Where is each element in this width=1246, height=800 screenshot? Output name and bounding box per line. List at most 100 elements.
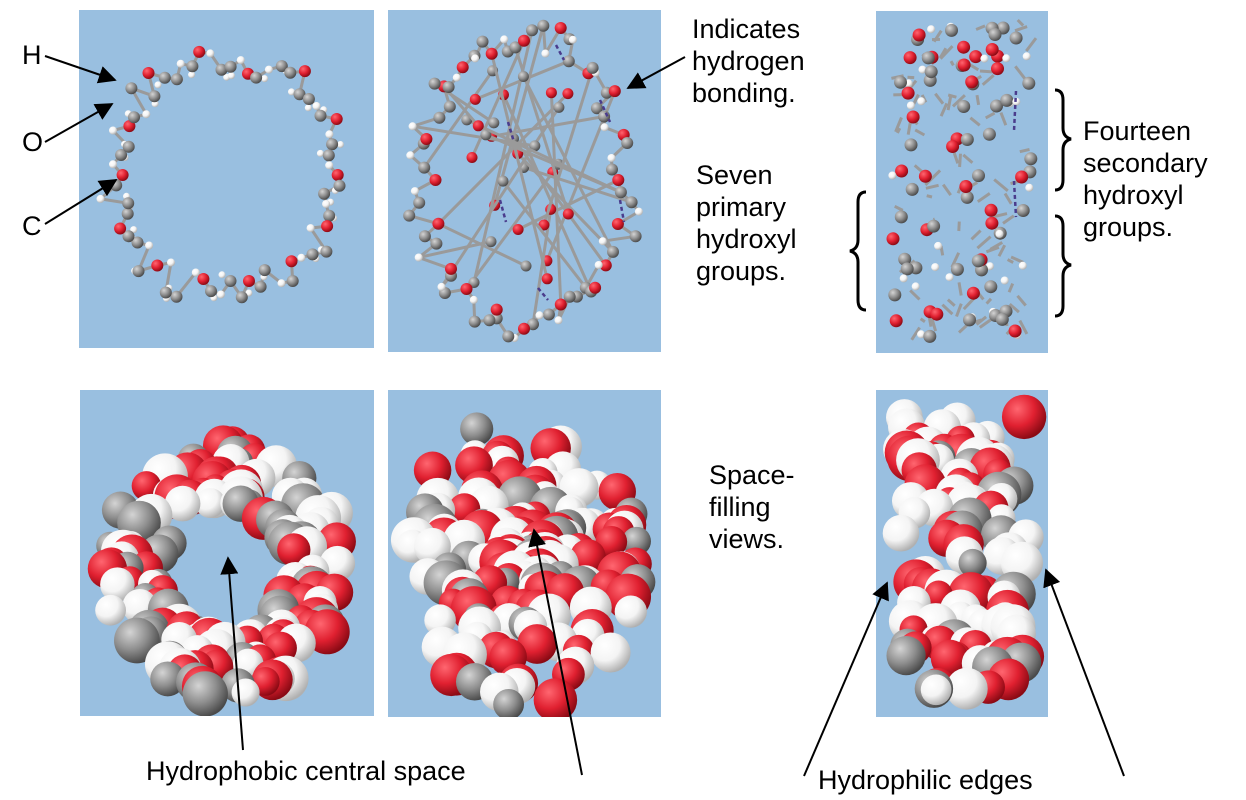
bond [969, 116, 981, 127]
oxygen-atom [429, 174, 442, 186]
carbon-atom [927, 219, 941, 233]
hydrophobic-tilted-pointer-arrow [528, 528, 583, 776]
carbon-atom [460, 412, 494, 446]
space-filling-side-model [876, 390, 1048, 717]
bond [512, 137, 608, 267]
carbon-atom [905, 182, 919, 196]
oxygen-atom [123, 120, 136, 133]
hydrogen-atom [985, 262, 994, 271]
carbon-atom [960, 190, 974, 204]
oxygen-atom [330, 113, 343, 125]
hydrogen-atom [535, 311, 544, 320]
oxygen-atom [193, 45, 206, 58]
carbon-atom [314, 109, 327, 122]
space-filling-ring-model [80, 390, 374, 716]
bond [934, 92, 945, 105]
hydrogen-atom [227, 72, 235, 80]
bond [894, 204, 904, 212]
hydrogen-atom [1018, 261, 1027, 270]
bond [465, 171, 555, 290]
bond [914, 128, 926, 137]
bond [1008, 302, 1020, 314]
bond [549, 92, 563, 305]
carbon-atom [509, 41, 522, 54]
carbon-atom [924, 65, 938, 79]
hydrogen-atom [164, 485, 201, 522]
oxygen-atom [912, 28, 926, 42]
carbon-atom [957, 100, 971, 113]
carbon-atom [468, 315, 481, 328]
carbon-atom [622, 526, 651, 556]
carbon-atom [115, 149, 128, 161]
space-filling-tilted-view-panel [388, 390, 661, 717]
oxygen-atom [545, 87, 557, 99]
carbon-atom [323, 209, 336, 222]
carbon-atom [443, 100, 456, 113]
hydrogen-atom [469, 295, 478, 304]
bond [946, 298, 956, 307]
hydrogen-atom [306, 224, 315, 233]
carbon-atom [122, 230, 135, 243]
ball-stick-side-view-panel [876, 11, 1048, 353]
oxygen-atom [959, 180, 973, 193]
hydrogen-atom [414, 253, 423, 262]
oxygen-atom [930, 307, 944, 321]
carbon-atom [306, 248, 319, 261]
hydrogen-atom [236, 56, 245, 65]
hydrophobic-pointer-arrow [220, 556, 244, 751]
carbon-atom [215, 63, 228, 76]
carbon-atom [982, 127, 996, 141]
hydrogen-atom [1000, 276, 1009, 285]
bond [501, 180, 587, 289]
carbon-atom [894, 75, 907, 89]
hydrogen-atom [945, 273, 954, 282]
bond [970, 229, 982, 241]
carbon-atom [960, 133, 974, 146]
hydrogen-label: H [22, 40, 42, 70]
oxygen-atom [485, 47, 498, 60]
carbon-atom [114, 617, 160, 664]
carbon-atom [148, 90, 161, 103]
hydrogen-atom [906, 101, 915, 110]
carbon-atom [625, 196, 638, 209]
carbon-atom [1000, 93, 1014, 107]
carbon-atom [418, 230, 431, 243]
oxygen-atom [1008, 324, 1022, 338]
carbon-atom [318, 187, 331, 200]
bond [1019, 147, 1030, 154]
bond [932, 29, 943, 43]
carbon-atom [170, 73, 183, 86]
carbon-atom [442, 81, 455, 93]
carbon-atom [971, 254, 985, 268]
carbon-atom [621, 137, 634, 149]
bond [906, 122, 912, 135]
carbon-atom [900, 262, 914, 276]
carbon-atom [150, 661, 186, 697]
carbon-atom [122, 197, 135, 210]
carbon-atom [945, 23, 958, 37]
oxygen-atom [903, 51, 917, 65]
hydrogen-atom [100, 567, 135, 602]
carbon-atom [923, 329, 937, 343]
hydrogen-atom [191, 268, 200, 277]
oxygen-atom [554, 298, 567, 311]
space-filling-top-view-panel [80, 390, 374, 716]
carbon-atom [502, 330, 515, 343]
bond [1010, 255, 1024, 264]
bond [440, 106, 561, 288]
bond [949, 60, 955, 67]
hydrogen-bond [618, 199, 626, 223]
carbon-atom [293, 88, 306, 101]
oxygen-atom [541, 273, 553, 285]
carbon-atom [958, 548, 987, 578]
oxygen-atom [538, 219, 550, 231]
hydrogen-atom [500, 35, 509, 44]
bond [981, 74, 995, 86]
oxygen-atom [321, 220, 334, 233]
oxygen-atom [599, 259, 612, 272]
carbon-atom [205, 285, 217, 298]
carbon-atom [562, 55, 575, 68]
hydrogen-atom [325, 161, 334, 170]
carbon-atom [121, 207, 134, 220]
oxygen-atom [1015, 170, 1029, 184]
